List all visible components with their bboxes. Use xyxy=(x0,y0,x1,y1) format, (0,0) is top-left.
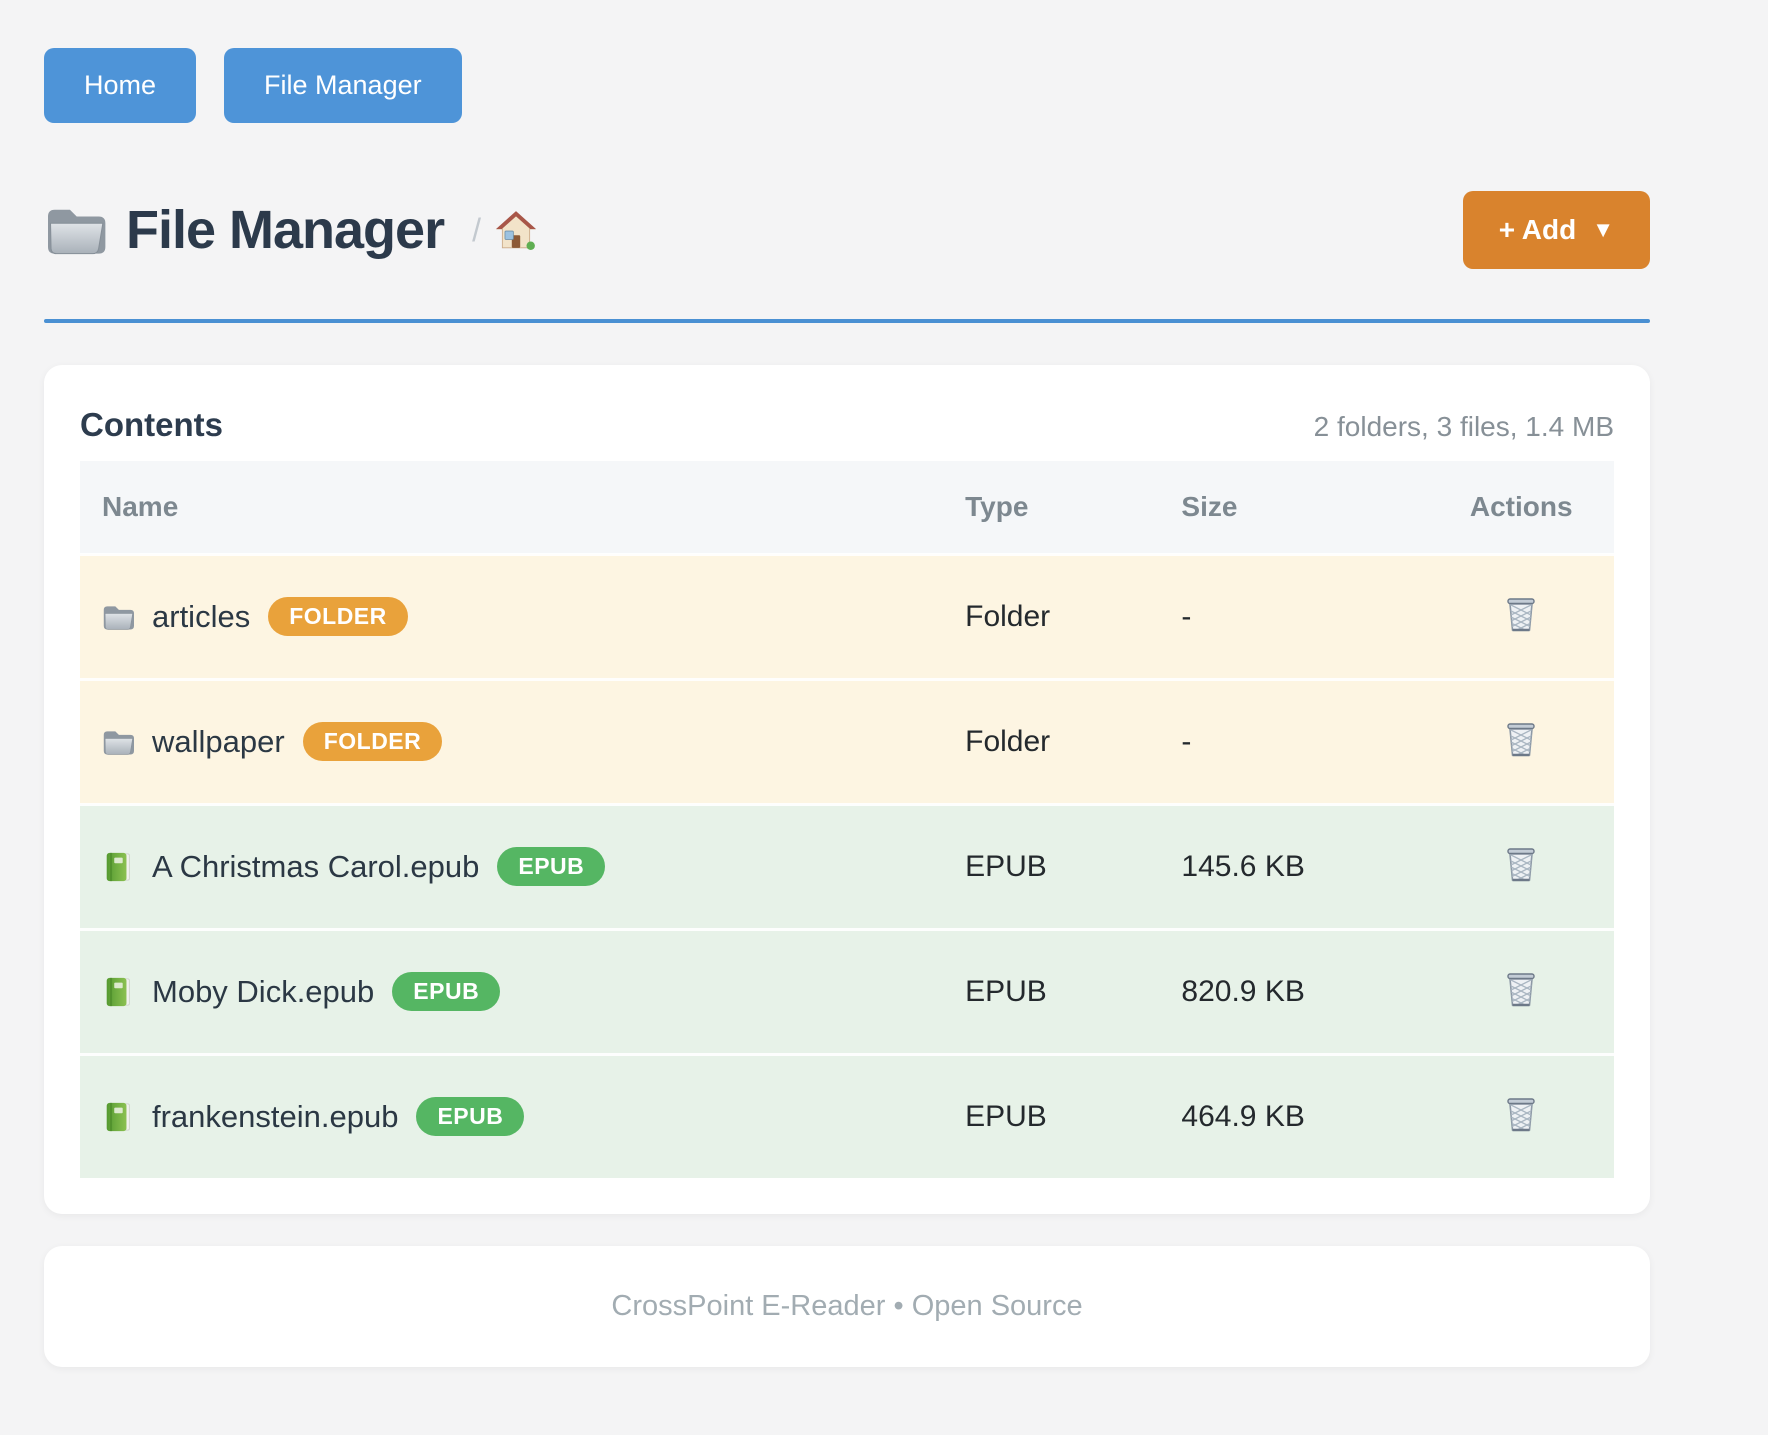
file-type-badge: EPUB xyxy=(497,847,606,887)
file-size: - xyxy=(1181,724,1192,758)
file-table: Name Type Size Actions articles FOLDER F… xyxy=(80,460,1614,1178)
file-name[interactable]: frankenstein.epub xyxy=(152,1098,399,1134)
table-row[interactable]: articles FOLDER Folder - xyxy=(80,554,1614,680)
nav-file-manager-button[interactable]: File Manager xyxy=(224,48,462,123)
file-type: Folder xyxy=(965,724,1051,758)
column-header-actions: Actions xyxy=(1428,460,1614,555)
file-name[interactable]: Moby Dick.epub xyxy=(152,973,375,1009)
book-icon xyxy=(106,852,130,882)
add-button-label: + Add xyxy=(1498,214,1577,245)
footer-card: CrossPoint E-Reader • Open Source xyxy=(44,1245,1650,1367)
page-title: File Manager xyxy=(126,200,445,260)
contents-title: Contents xyxy=(80,406,223,443)
trash-icon xyxy=(1503,594,1539,634)
file-type: EPUB xyxy=(965,849,1047,883)
folder-icon xyxy=(47,209,106,255)
file-type: EPUB xyxy=(965,974,1047,1008)
file-name[interactable]: articles xyxy=(152,598,251,634)
table-header-row: Name Type Size Actions xyxy=(80,460,1614,555)
book-icon xyxy=(106,977,130,1007)
trash-icon xyxy=(1503,969,1539,1009)
contents-card: Contents 2 folders, 3 files, 1.4 MB Name… xyxy=(44,365,1650,1214)
add-button[interactable]: + Add ▼ xyxy=(1462,191,1650,269)
column-header-type: Type xyxy=(965,460,1182,555)
title-group: File Manager / xyxy=(44,203,537,257)
file-type-badge: FOLDER xyxy=(268,597,408,637)
file-table-body: articles FOLDER Folder - wallpaper FOLDE… xyxy=(80,554,1614,1178)
nav-home-button[interactable]: Home xyxy=(44,48,197,123)
file-size: - xyxy=(1181,599,1192,633)
footer-text: CrossPoint E-Reader • Open Source xyxy=(611,1289,1083,1322)
column-header-size: Size xyxy=(1181,460,1429,555)
file-type-badge: FOLDER xyxy=(302,722,443,762)
page-container: Home File Manager File Manager / + Add ▼… xyxy=(44,0,1650,1435)
contents-card-header: Contents 2 folders, 3 files, 1.4 MB xyxy=(80,405,1614,445)
trash-icon xyxy=(1503,844,1539,884)
file-type-badge: EPUB xyxy=(416,1097,525,1137)
top-nav: Home File Manager xyxy=(44,48,1650,123)
folder-icon xyxy=(103,730,134,755)
breadcrumb-separator: / xyxy=(472,211,481,248)
file-name[interactable]: A Christmas Carol.epub xyxy=(152,848,480,884)
delete-button[interactable] xyxy=(1501,1092,1541,1136)
chevron-down-icon: ▼ xyxy=(1592,217,1614,242)
contents-summary: 2 folders, 3 files, 1.4 MB xyxy=(1313,411,1614,442)
table-row[interactable]: wallpaper FOLDER Folder - xyxy=(80,679,1614,805)
page-header: File Manager / + Add ▼ xyxy=(44,191,1650,269)
delete-button[interactable] xyxy=(1501,717,1541,761)
trash-icon xyxy=(1503,719,1539,759)
delete-button[interactable] xyxy=(1501,967,1541,1011)
column-header-name: Name xyxy=(80,460,966,555)
trash-icon xyxy=(1503,1094,1539,1134)
folder-icon xyxy=(103,605,134,630)
book-icon xyxy=(106,1102,130,1132)
file-name[interactable]: wallpaper xyxy=(152,723,285,759)
file-size: 820.9 KB xyxy=(1181,974,1305,1008)
header-divider xyxy=(44,319,1650,323)
file-type-badge: EPUB xyxy=(392,972,501,1012)
home-icon[interactable] xyxy=(495,209,537,251)
file-type: Folder xyxy=(965,599,1051,633)
table-row[interactable]: A Christmas Carol.epub EPUB EPUB 145.6 K… xyxy=(80,804,1614,930)
breadcrumb: / xyxy=(472,209,537,251)
delete-button[interactable] xyxy=(1501,842,1541,886)
file-size: 464.9 KB xyxy=(1181,1099,1305,1133)
file-type: EPUB xyxy=(965,1099,1047,1133)
file-size: 145.6 KB xyxy=(1181,849,1305,883)
table-row[interactable]: frankenstein.epub EPUB EPUB 464.9 KB xyxy=(80,1054,1614,1178)
delete-button[interactable] xyxy=(1501,592,1541,636)
table-row[interactable]: Moby Dick.epub EPUB EPUB 820.9 KB xyxy=(80,929,1614,1055)
